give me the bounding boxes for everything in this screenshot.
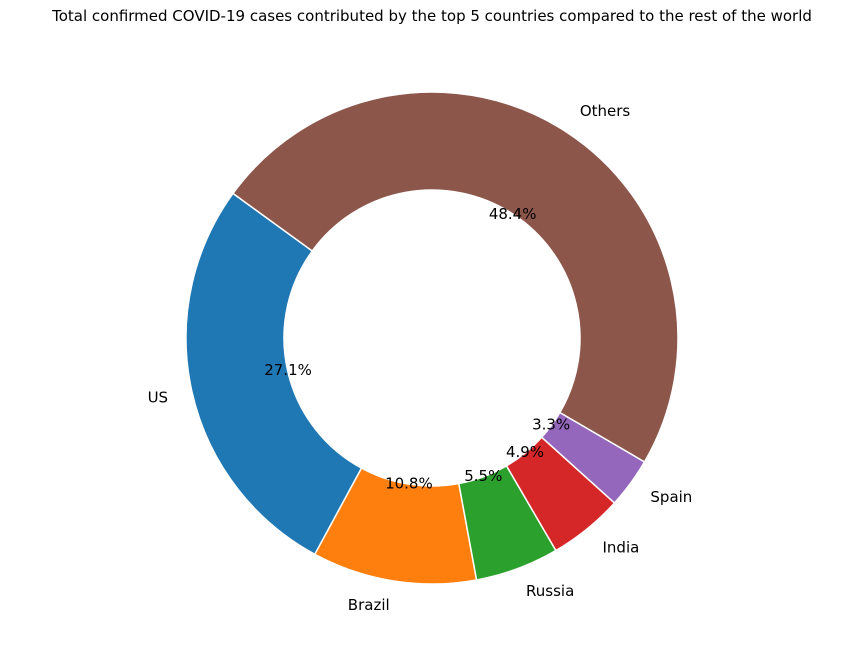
percent-label-others: 48.4%	[489, 205, 537, 223]
label-spain: Spain	[650, 488, 692, 506]
wedge-others	[231, 91, 679, 463]
label-brazil: Brazil	[348, 596, 390, 614]
label-russia: Russia	[526, 582, 574, 600]
label-others: Others	[580, 102, 631, 120]
wedges-group	[185, 91, 679, 585]
wedge-us	[185, 192, 363, 556]
percent-label-russia: 5.5%	[464, 467, 502, 485]
percent-label-spain: 3.3%	[532, 416, 570, 434]
label-india: India	[603, 539, 640, 557]
percent-label-india: 4.9%	[506, 443, 544, 461]
chart-title: Total confirmed COVID-19 cases contribut…	[51, 7, 812, 25]
percent-label-us: 27.1%	[264, 361, 312, 379]
labels-group: US 27.1% Brazil 10.8% Russia 5.5% India 4.9% Spa…	[148, 102, 693, 614]
percent-label-brazil: 10.8%	[385, 474, 433, 492]
label-us: US	[148, 388, 169, 406]
